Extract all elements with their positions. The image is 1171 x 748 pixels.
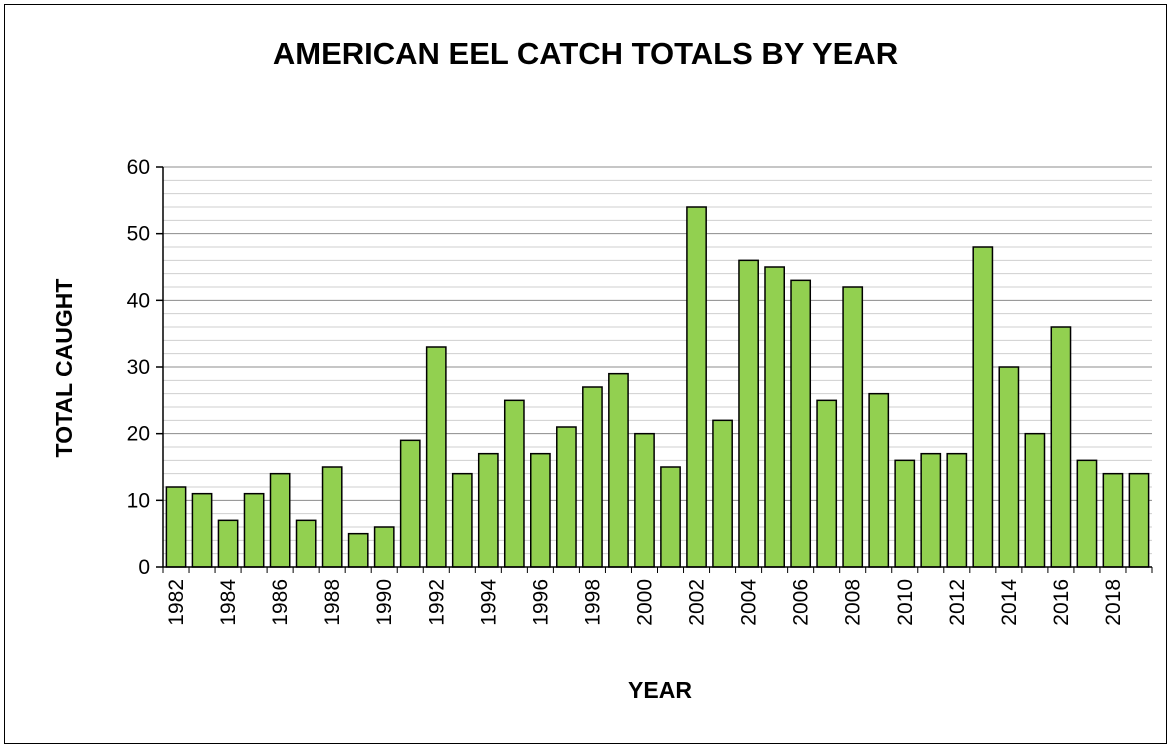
x-tick-label: 1996 — [529, 579, 552, 626]
x-tick-label: 1992 — [425, 579, 448, 626]
x-tick-label: 1994 — [477, 579, 500, 626]
y-tick-label: 0 — [138, 556, 150, 579]
bar-1991 — [399, 439, 421, 568]
bar-2018 — [1102, 472, 1124, 568]
y-tick-label: 40 — [127, 289, 150, 312]
x-tick-label: 2014 — [998, 579, 1021, 626]
y-tick-labels: 0 10 20 30 40 50 60 — [127, 156, 150, 579]
bar-2002 — [686, 206, 707, 568]
x-tick-label: 2010 — [894, 579, 917, 626]
y-tick-label: 60 — [127, 156, 150, 179]
bar-2006 — [790, 279, 812, 568]
bar-2015 — [1024, 432, 1046, 568]
x-tick-label: 2002 — [686, 579, 709, 626]
x-tick-label: 2008 — [842, 579, 865, 626]
bar-2017 — [1076, 459, 1098, 568]
x-tick-label: 1988 — [321, 579, 344, 626]
bar-2005 — [764, 266, 785, 568]
bar-1996 — [530, 452, 551, 568]
x-tick-label: 2004 — [738, 579, 761, 626]
bar-1983 — [191, 492, 213, 568]
bar-2000 — [634, 432, 655, 568]
x-axis-label: YEAR — [628, 677, 692, 703]
x-tick-label: 1990 — [373, 579, 396, 626]
bar-1989 — [347, 532, 369, 568]
bar-2010 — [894, 459, 916, 568]
bar-1982 — [165, 486, 187, 568]
bar-2007 — [816, 399, 838, 568]
bar-1985 — [243, 492, 265, 568]
x-tick-label: 2000 — [633, 579, 656, 626]
x-tick-label: 2006 — [790, 579, 813, 626]
y-tick-label: 10 — [127, 489, 150, 512]
bar-2011 — [920, 452, 942, 568]
bar-1986 — [269, 472, 291, 568]
x-tick-label: 1986 — [269, 579, 292, 626]
y-tick-label: 50 — [127, 223, 150, 246]
x-tick-label: 1998 — [581, 579, 604, 626]
x-tick-label: 2016 — [1050, 579, 1073, 626]
bar-1984 — [217, 519, 239, 568]
x-tick-label: 2018 — [1102, 579, 1125, 626]
x-tick-label: 2012 — [946, 579, 969, 626]
bar-2003 — [712, 419, 733, 568]
bar-1995 — [503, 399, 525, 568]
bar-2013 — [972, 246, 994, 568]
bar-1990 — [373, 526, 395, 568]
y-tick-label: 30 — [127, 356, 150, 379]
bar-2019 — [1128, 472, 1150, 568]
bar-1999 — [608, 372, 629, 568]
bar-2009 — [868, 392, 890, 568]
bar-2014 — [998, 366, 1020, 568]
bar-2004 — [738, 259, 759, 568]
x-tick-label: 1982 — [165, 579, 188, 626]
y-axis-label: TOTAL CAUGHT — [51, 279, 77, 458]
chart-title: AMERICAN EEL CATCH TOTALS BY YEAR — [272, 36, 899, 71]
axes — [156, 166, 1153, 573]
bars — [165, 206, 1150, 568]
bar-2001 — [660, 466, 681, 568]
x-tick-labels: 1982 1984 1986 1988 1990 1992 1994 1996 1998 2000… — [165, 579, 1125, 626]
bar-1994 — [477, 452, 499, 568]
bar-2008 — [842, 286, 864, 568]
bar-1997 — [556, 426, 577, 568]
bar-1998 — [582, 386, 603, 568]
bar-1987 — [295, 519, 317, 568]
bar-1988 — [321, 466, 343, 568]
x-tick-label: 1984 — [217, 579, 240, 626]
bar-1992 — [425, 346, 447, 568]
bar-2016 — [1050, 326, 1072, 568]
y-tick-label: 20 — [127, 423, 150, 446]
bar-2012 — [946, 452, 968, 568]
bar-1993 — [451, 472, 473, 568]
